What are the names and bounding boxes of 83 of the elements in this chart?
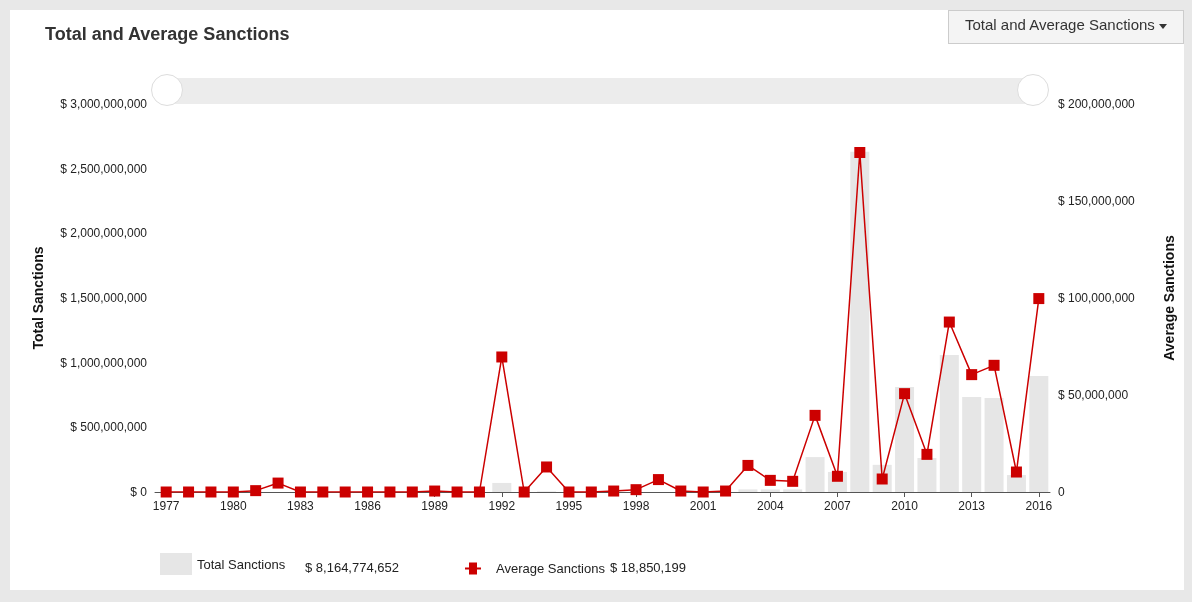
point <box>183 486 195 498</box>
x-tick-label: 1995 <box>555 499 583 513</box>
point <box>720 485 732 497</box>
point <box>317 486 329 498</box>
bar <box>738 489 758 492</box>
y-tick-label: $ 2,000,000,000 <box>60 226 148 241</box>
bar <box>939 354 959 492</box>
x-tick-label: 2013 <box>958 499 986 513</box>
point <box>630 484 642 496</box>
legend-label: Average Sanctions <box>496 561 606 576</box>
bar <box>962 396 982 492</box>
bar <box>984 397 1004 492</box>
y-tick-label: $ 500,000,000 <box>70 420 148 435</box>
bar <box>1029 375 1049 492</box>
x-tick-label: 1983 <box>287 499 315 513</box>
x-tick-label: 2007 <box>824 499 852 513</box>
point <box>988 359 1000 371</box>
point <box>854 147 866 158</box>
bar <box>760 489 780 492</box>
point <box>429 485 441 497</box>
x-tick-label: 1989 <box>421 499 449 513</box>
point <box>362 486 374 498</box>
y-axis-title: Total Sanctions <box>30 246 46 350</box>
point <box>541 461 553 473</box>
point <box>585 486 597 498</box>
point <box>563 486 575 498</box>
x-tick-label: 1977 <box>152 499 180 513</box>
bar <box>917 457 937 492</box>
point <box>943 316 955 328</box>
x-tick-label: 2001 <box>689 499 717 513</box>
x-tick-label: 1986 <box>354 499 382 513</box>
point <box>451 486 463 498</box>
point <box>496 351 508 363</box>
chart-title: Total and Average Sanctions <box>45 24 290 44</box>
y-tick-label: $ 3,000,000,000 <box>60 97 148 111</box>
point <box>384 486 396 498</box>
point <box>406 486 418 498</box>
point <box>339 486 351 498</box>
x-tick-label: 1998 <box>622 499 650 513</box>
bar <box>492 482 512 492</box>
y2-tick-label: $ 100,000,000 <box>1058 291 1136 305</box>
y2-axis-title: Average Sanctions <box>1161 235 1177 361</box>
legend-label: Total Sanctions <box>197 556 286 572</box>
point <box>742 459 754 471</box>
point <box>764 474 776 486</box>
bar <box>850 151 870 492</box>
point <box>473 486 485 498</box>
x-tick-label: 2010 <box>891 499 919 513</box>
point <box>697 486 709 498</box>
y2-tick-label: $ 200,000,000 <box>1058 97 1136 111</box>
y-tick-label: $ 1,000,000,000 <box>60 355 148 370</box>
point <box>250 485 262 497</box>
point <box>921 448 933 460</box>
point <box>787 475 799 487</box>
point <box>227 486 239 498</box>
point <box>608 485 620 497</box>
point <box>652 474 664 486</box>
y2-tick-label: 0 <box>1058 485 1065 499</box>
point <box>1010 466 1022 478</box>
point <box>1033 293 1045 305</box>
dropdown: Total and Average Sanctions <box>947 10 1184 44</box>
point <box>809 409 821 421</box>
point <box>899 388 911 400</box>
point <box>518 486 530 498</box>
text: $ 18,850,199 <box>610 560 686 575</box>
text: $ 8,164,774,652 <box>305 560 399 575</box>
point <box>966 369 978 381</box>
point <box>272 477 284 489</box>
y-tick-label: $ 2,500,000,000 <box>60 161 148 176</box>
point <box>160 486 172 498</box>
y-tick-label: $ 0 <box>130 485 148 499</box>
x-tick-label: 2016 <box>1025 499 1053 513</box>
y-tick-label: $ 1,500,000,000 <box>60 291 148 305</box>
x-tick-label: 2004 <box>756 499 784 513</box>
bar <box>783 489 803 492</box>
bar <box>805 457 825 492</box>
x-tick-label: 1980 <box>219 499 247 513</box>
point <box>294 486 306 498</box>
x-tick-label: 1992 <box>488 499 516 513</box>
point <box>675 485 687 497</box>
y2-tick-label: $ 150,000,000 <box>1058 194 1136 208</box>
point <box>205 486 217 498</box>
y2-tick-label: $ 50,000,000 <box>1058 388 1129 402</box>
